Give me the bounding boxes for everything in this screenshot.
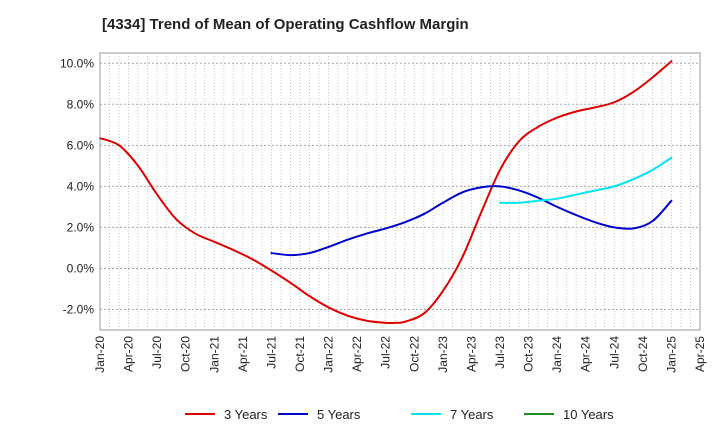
x-tick-label: Apr-23 [464,336,478,372]
x-tick-label: Apr-20 [122,336,136,372]
y-tick-label: -2.0% [63,302,95,316]
legend-label-2: 7 Years [450,407,494,422]
plot-area [100,53,700,330]
x-tick-label: Oct-21 [293,336,307,372]
x-tick-label: Jan-22 [322,336,336,373]
x-tick-label: Jul-22 [379,336,393,369]
x-tick-label: Oct-20 [179,336,193,372]
x-tick-label: Jul-24 [607,336,621,369]
y-tick-label: 4.0% [67,179,95,193]
x-tick-label: Jul-20 [150,336,164,369]
chart-title: [4334] Trend of Mean of Operating Cashfl… [102,16,469,33]
x-tick-label: Apr-21 [236,336,250,372]
x-tick-label: Apr-25 [693,336,707,372]
y-tick-label: 6.0% [67,138,95,152]
x-tick-label: Jan-23 [436,336,450,373]
legend-label-3: 10 Years [563,407,614,422]
x-tick-label: Jan-21 [207,336,221,373]
x-tick-label: Jan-24 [550,336,564,373]
series-line-2 [499,156,673,204]
series-line-1 [270,185,673,257]
series-lines [99,60,673,325]
y-tick-label: 10.0% [60,56,94,70]
grid-lines [99,53,701,330]
legend-label-0: 3 Years [224,407,268,422]
y-tick-label: 2.0% [67,220,95,234]
y-tick-label: 0.0% [67,261,95,275]
x-tick-label: Apr-24 [579,336,593,372]
x-tick-label: Oct-24 [636,336,650,372]
x-tick-label: Apr-22 [350,336,364,372]
legend: 3 Years 5 Years 7 Years 10 Years [185,407,614,422]
x-tick-label: Oct-23 [522,336,536,372]
y-tick-label: 8.0% [67,97,95,111]
plot-frame [99,52,701,331]
x-tick-label: Jul-21 [264,336,278,369]
x-tick-label: Jan-25 [664,336,678,373]
x-tick-label: Oct-22 [407,336,421,372]
legend-label-1: 5 Years [317,407,361,422]
series-line-0 [99,60,673,325]
x-tick-label: Jul-23 [493,336,507,369]
axis-labels: -2.0% 0.0% 2.0% 4.0% 6.0% 8.0% 10.0% Jan-20 Apr-… [60,56,707,372]
x-tick-label: Jan-20 [93,336,107,373]
